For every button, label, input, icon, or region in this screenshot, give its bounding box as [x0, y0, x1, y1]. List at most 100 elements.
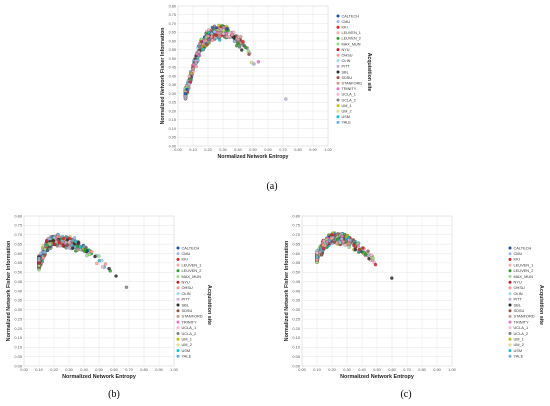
legend-marker	[176, 280, 180, 284]
data-point	[82, 244, 86, 249]
x-tick-label: 0.20	[50, 367, 58, 372]
data-point	[315, 251, 319, 255]
legend-label: CALTECH	[342, 14, 360, 18]
legend-marker	[508, 309, 512, 313]
legend-marker	[508, 314, 512, 318]
y-tick-label: 0.20	[14, 326, 22, 331]
legend-title: Acquisition site	[366, 53, 372, 92]
data-point	[241, 39, 245, 44]
data-point	[58, 244, 62, 248]
legend-label: PITT	[182, 297, 191, 302]
legend-marker	[508, 320, 512, 324]
legend-marker	[336, 42, 340, 46]
legend-marker	[508, 343, 512, 347]
legend-marker	[508, 337, 512, 341]
legend-title: Acquisition site	[538, 285, 544, 325]
data-point	[221, 32, 226, 36]
data-point	[205, 42, 209, 47]
legend-label: SBL	[342, 70, 349, 74]
x-tick-label: 0.00	[174, 148, 181, 152]
legend-label: PITT	[514, 297, 523, 302]
legend-marker	[176, 343, 180, 347]
legend-label: CMU	[342, 20, 351, 24]
legend-label: OLIN	[342, 59, 351, 63]
legend-label: OHSU	[514, 285, 525, 290]
data-point	[194, 64, 198, 69]
x-tick-label: 0.60	[388, 367, 396, 372]
legend-marker	[336, 104, 340, 108]
caption-b: (b)	[108, 389, 120, 400]
legend-marker	[508, 263, 512, 267]
x-axis-title: Normalized Network Entropy	[340, 374, 414, 380]
x-tick-label: 0.40	[358, 367, 366, 372]
legend-label: YALE	[514, 354, 524, 359]
y-tick-label: 0.40	[169, 74, 176, 78]
legend-marker	[176, 269, 180, 273]
data-point	[367, 256, 371, 261]
y-tick-label: 0.00	[14, 363, 22, 368]
legend-label: OLIN	[182, 291, 191, 296]
legend-label: STANFORD	[514, 314, 535, 319]
data-point	[338, 240, 342, 245]
legend-marker	[336, 14, 340, 18]
legend-marker	[508, 275, 512, 278]
legend-marker	[176, 314, 180, 318]
legend-marker	[176, 332, 180, 335]
data-point	[212, 30, 217, 34]
y-tick-label: 0.80	[292, 213, 300, 218]
data-point	[198, 44, 202, 49]
legend-marker	[176, 292, 180, 296]
data-point	[90, 250, 94, 254]
data-point	[218, 38, 222, 42]
y-tick-label: 0.25	[14, 316, 22, 321]
caption-a: (a)	[266, 181, 278, 192]
data-point	[48, 237, 52, 241]
legend-label: UM_2	[514, 342, 524, 347]
data-point	[363, 252, 368, 257]
legend-marker	[176, 349, 180, 353]
data-point	[189, 71, 193, 76]
data-point	[183, 91, 188, 96]
data-point	[114, 274, 118, 278]
y-tick-label: 0.15	[292, 335, 300, 340]
data-point	[361, 246, 365, 250]
data-point	[225, 34, 229, 39]
data-point	[73, 239, 78, 244]
x-tick-label: 0.70	[403, 367, 411, 372]
legend-marker	[176, 257, 180, 261]
legend-label: CALTECH	[182, 245, 200, 250]
data-point	[210, 38, 214, 42]
legend-label: UM_1	[342, 104, 352, 108]
data-point	[221, 25, 226, 30]
legend-marker	[176, 252, 180, 256]
x-tick-label: 0.00	[20, 367, 28, 372]
legend-label: TRINITY	[514, 319, 530, 324]
data-point	[100, 258, 104, 263]
legend-label: LEUVEN_2	[182, 268, 202, 273]
x-tick-label: 1.00	[170, 367, 178, 372]
data-point	[333, 233, 337, 238]
data-point	[230, 33, 234, 37]
x-tick-label: 0.30	[219, 148, 226, 152]
y-tick-label: 0.35	[292, 298, 300, 303]
legend-marker	[508, 303, 512, 307]
data-point	[390, 276, 394, 280]
data-point	[256, 60, 261, 64]
legend-label: LEUVEN_1	[342, 31, 361, 35]
data-point	[228, 30, 232, 35]
legend-marker	[508, 292, 512, 296]
legend-marker	[336, 31, 340, 35]
legend-marker	[176, 303, 180, 307]
legend-marker	[176, 275, 180, 278]
data-point	[352, 239, 356, 244]
x-tick-label: 0.50	[249, 148, 256, 152]
y-tick-label: 0.20	[169, 109, 176, 113]
x-tick-label: 0.30	[343, 367, 351, 372]
y-tick-label: 0.05	[292, 354, 300, 359]
data-point	[187, 74, 191, 79]
legend-marker	[508, 286, 512, 290]
y-tick-label: 0.80	[169, 4, 176, 8]
legend-marker	[176, 320, 180, 324]
data-point	[329, 236, 334, 241]
data-point	[75, 244, 80, 249]
